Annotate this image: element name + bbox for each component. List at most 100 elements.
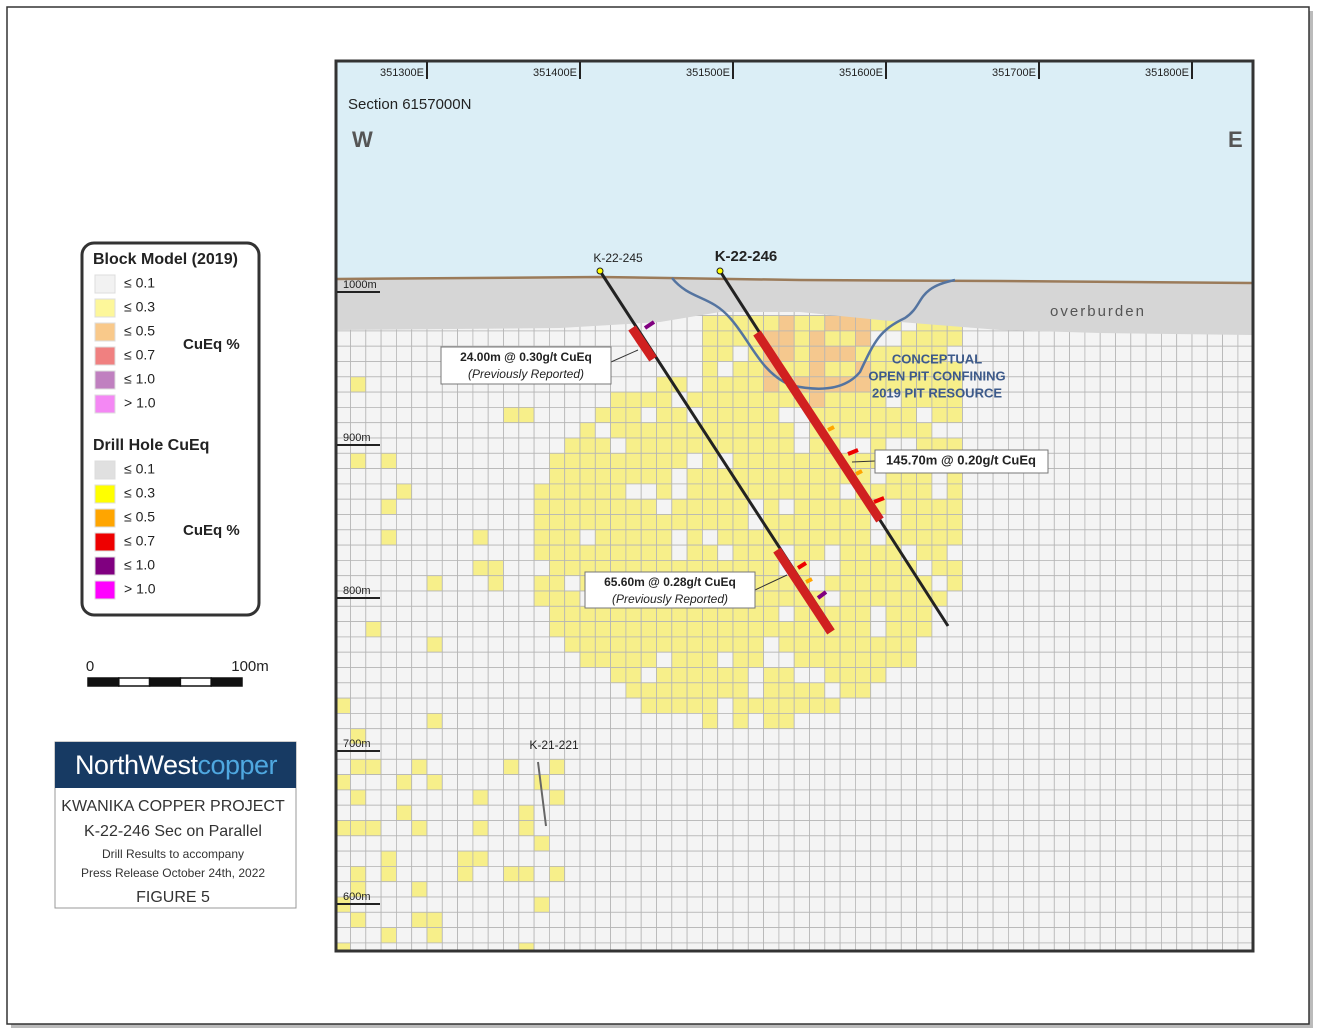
block xyxy=(1038,483,1055,500)
block xyxy=(809,452,826,469)
block xyxy=(1084,728,1101,745)
block xyxy=(1176,728,1193,745)
block xyxy=(487,667,504,684)
block xyxy=(824,911,841,928)
block xyxy=(549,575,566,592)
block xyxy=(1206,881,1224,898)
block xyxy=(717,376,734,393)
block xyxy=(640,866,657,883)
block xyxy=(977,560,994,577)
block xyxy=(1115,544,1132,561)
block xyxy=(977,866,994,883)
block xyxy=(1145,529,1162,546)
block xyxy=(1099,728,1116,745)
block xyxy=(1069,713,1086,730)
block xyxy=(441,514,458,531)
legend-swatch xyxy=(94,394,116,414)
legend-title: Block Model (2019) xyxy=(93,251,238,268)
block xyxy=(962,927,979,944)
block xyxy=(1222,391,1239,408)
block xyxy=(610,743,627,760)
block xyxy=(839,942,856,950)
block xyxy=(549,942,566,950)
block xyxy=(1237,927,1252,944)
block xyxy=(1099,758,1116,775)
elevation-label: 1000m xyxy=(343,279,377,291)
block xyxy=(1130,835,1147,852)
block xyxy=(472,590,489,607)
block xyxy=(992,774,1009,791)
block xyxy=(594,850,611,867)
block xyxy=(1053,590,1071,607)
block xyxy=(885,330,902,347)
block xyxy=(900,896,917,913)
block xyxy=(931,422,948,439)
block xyxy=(640,942,657,950)
block xyxy=(900,758,917,775)
block xyxy=(503,927,520,944)
block xyxy=(870,758,887,775)
scale-bar xyxy=(87,677,243,687)
block xyxy=(1023,605,1040,622)
block xyxy=(426,605,443,622)
block xyxy=(1099,391,1116,408)
block xyxy=(900,743,917,760)
block xyxy=(1130,743,1147,760)
block xyxy=(992,651,1009,668)
block xyxy=(365,682,382,699)
block xyxy=(441,605,458,622)
block xyxy=(1237,774,1252,791)
block xyxy=(1222,483,1239,500)
block xyxy=(610,713,627,730)
block xyxy=(503,911,520,928)
block xyxy=(1023,682,1040,699)
block xyxy=(946,682,963,699)
block xyxy=(395,682,413,699)
block xyxy=(625,911,642,928)
block xyxy=(640,835,657,852)
block xyxy=(870,590,887,607)
block xyxy=(610,667,627,684)
block xyxy=(824,330,841,347)
block xyxy=(1237,621,1252,638)
block xyxy=(472,728,489,745)
block xyxy=(487,544,504,561)
block xyxy=(855,590,872,607)
block xyxy=(625,927,642,944)
block xyxy=(487,881,504,898)
block xyxy=(579,391,596,408)
assay-tick xyxy=(873,496,885,504)
block xyxy=(1115,361,1132,378)
block xyxy=(503,713,520,730)
block xyxy=(839,605,856,622)
block xyxy=(1084,514,1101,531)
block xyxy=(457,651,474,668)
block xyxy=(747,850,764,867)
block xyxy=(1099,850,1116,867)
block xyxy=(1023,422,1040,439)
block xyxy=(380,437,397,454)
scale-start: 0 xyxy=(86,658,94,675)
block xyxy=(778,942,795,950)
block xyxy=(1099,376,1116,393)
block xyxy=(793,315,810,332)
block xyxy=(1130,804,1147,821)
block xyxy=(625,361,642,378)
block xyxy=(549,514,566,531)
block xyxy=(1008,498,1025,515)
block xyxy=(411,590,428,607)
block xyxy=(365,758,382,775)
block xyxy=(1099,483,1116,500)
block xyxy=(610,682,627,699)
block xyxy=(365,605,382,622)
block xyxy=(763,437,780,454)
block xyxy=(747,361,764,378)
block xyxy=(1069,345,1086,362)
block xyxy=(1176,942,1193,950)
block xyxy=(855,605,872,622)
block xyxy=(1038,345,1055,362)
block xyxy=(1206,636,1224,653)
block xyxy=(487,866,504,883)
block xyxy=(350,529,367,546)
block xyxy=(457,881,474,898)
